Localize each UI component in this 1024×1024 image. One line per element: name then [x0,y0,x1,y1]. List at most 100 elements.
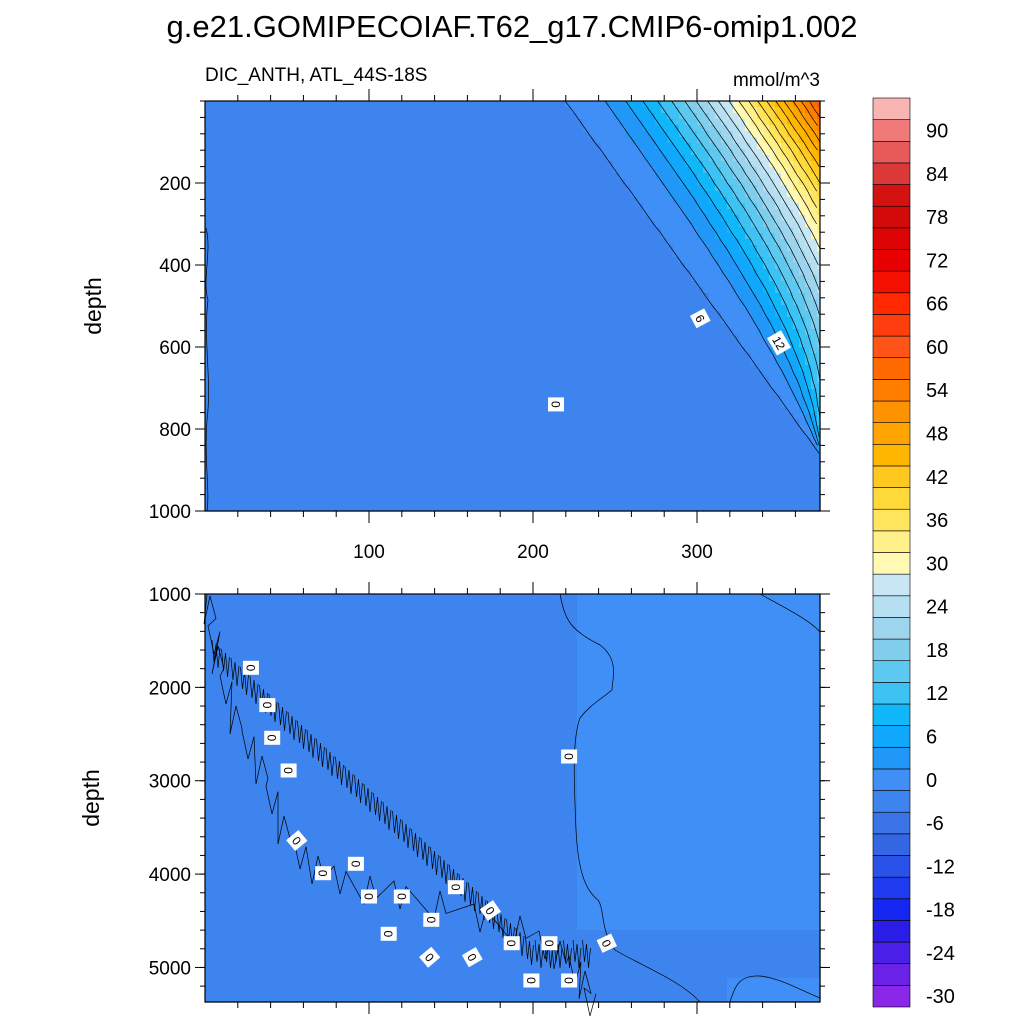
contour-cell [277,107,284,114]
contour-cell [781,221,788,228]
contour-cell [355,365,362,372]
contour-cell [265,323,272,330]
contour-cell [355,347,362,354]
contour-cell [259,107,266,114]
contour-cell [583,251,590,258]
contour-cell [421,221,428,228]
contour-cell [625,167,632,174]
contour-cell [685,305,692,312]
contour-cell [619,125,626,132]
contour-cell [691,143,698,150]
contour-cell [517,167,524,174]
contour-cell [745,359,752,366]
contour-cell [703,119,710,126]
contour-cell [649,335,656,342]
contour-cell [541,155,548,162]
contour-cell [499,119,506,126]
contour-cell [223,347,230,354]
contour-cell [487,161,494,168]
contour-cell [301,347,308,354]
contour-cell [529,143,536,150]
contour-cell [727,131,734,138]
contour-cell [727,377,734,384]
contour-cell [463,155,470,162]
contour-cell [481,173,488,180]
contour-cell [373,113,380,120]
contour-cell [457,161,464,168]
contour-cell [415,137,422,144]
contour-cell [235,335,242,342]
contour-cell [217,233,224,240]
contour-cell [295,341,302,348]
contour-cell [661,221,668,228]
contour-cell [265,155,272,162]
contour-cell [265,101,272,108]
contour-cell [727,257,734,264]
contour-cell [283,191,290,198]
contour-cell [667,377,674,384]
contour-cell [745,143,752,150]
contour-cell [415,167,422,174]
contour-cell [253,371,260,378]
contour-cell [337,269,344,276]
contour-cell [331,239,338,246]
contour-cell [589,377,596,384]
contour-cell [319,353,326,360]
contour-cell [397,359,404,366]
contour-cell [811,101,818,108]
contour-cell [679,149,686,156]
contour-cell [583,101,590,108]
contour-cell [265,359,272,366]
contour-cell [577,263,584,270]
contour-cell [727,263,734,270]
contour-cell [511,257,518,264]
contour-cell [613,245,620,252]
contour-cell [475,293,482,300]
contour-cell [415,215,422,222]
contour-cell [565,161,572,168]
contour-cell [319,377,326,384]
contour-cell [697,275,704,282]
contour-cell [799,113,806,120]
contour-cell [445,275,452,282]
contour-cell [727,335,734,342]
contour-cell [595,119,602,126]
contour-cell [655,311,662,318]
contour-cell [607,233,614,240]
contour-cell [469,371,476,378]
contour-cell [667,125,674,132]
contour-cell [313,239,320,246]
contour-cell [457,185,464,192]
contour-cell [655,335,662,342]
contour-cell [637,197,644,204]
contour-cell [709,359,716,366]
contour-cell [769,239,776,246]
contour-cell [253,323,260,330]
contour-cell [265,161,272,168]
contour-cell [493,257,500,264]
contour-cell [463,281,470,288]
contour-cell [811,269,818,276]
contour-cell [379,107,386,114]
contour-cell [349,335,356,342]
contour-cell [337,209,344,216]
contour-cell [793,305,800,312]
contour-cell [457,329,464,336]
contour-cell [679,101,686,108]
contour-cell [691,305,698,312]
contour-cell [775,257,782,264]
contour-cell [379,287,386,294]
contour-cell [445,305,452,312]
contour-cell [649,257,656,264]
contour-cell [415,113,422,120]
contour-cell [595,107,602,114]
contour-cell [439,245,446,252]
contour-cell [529,305,536,312]
units-subtitle: mmol/m^3 [733,70,820,91]
contour-cell [283,371,290,378]
contour-cell [205,107,212,114]
contour-cell [535,287,542,294]
contour-cell [571,347,578,354]
contour-cell [391,305,398,312]
contour-cell [253,215,260,222]
